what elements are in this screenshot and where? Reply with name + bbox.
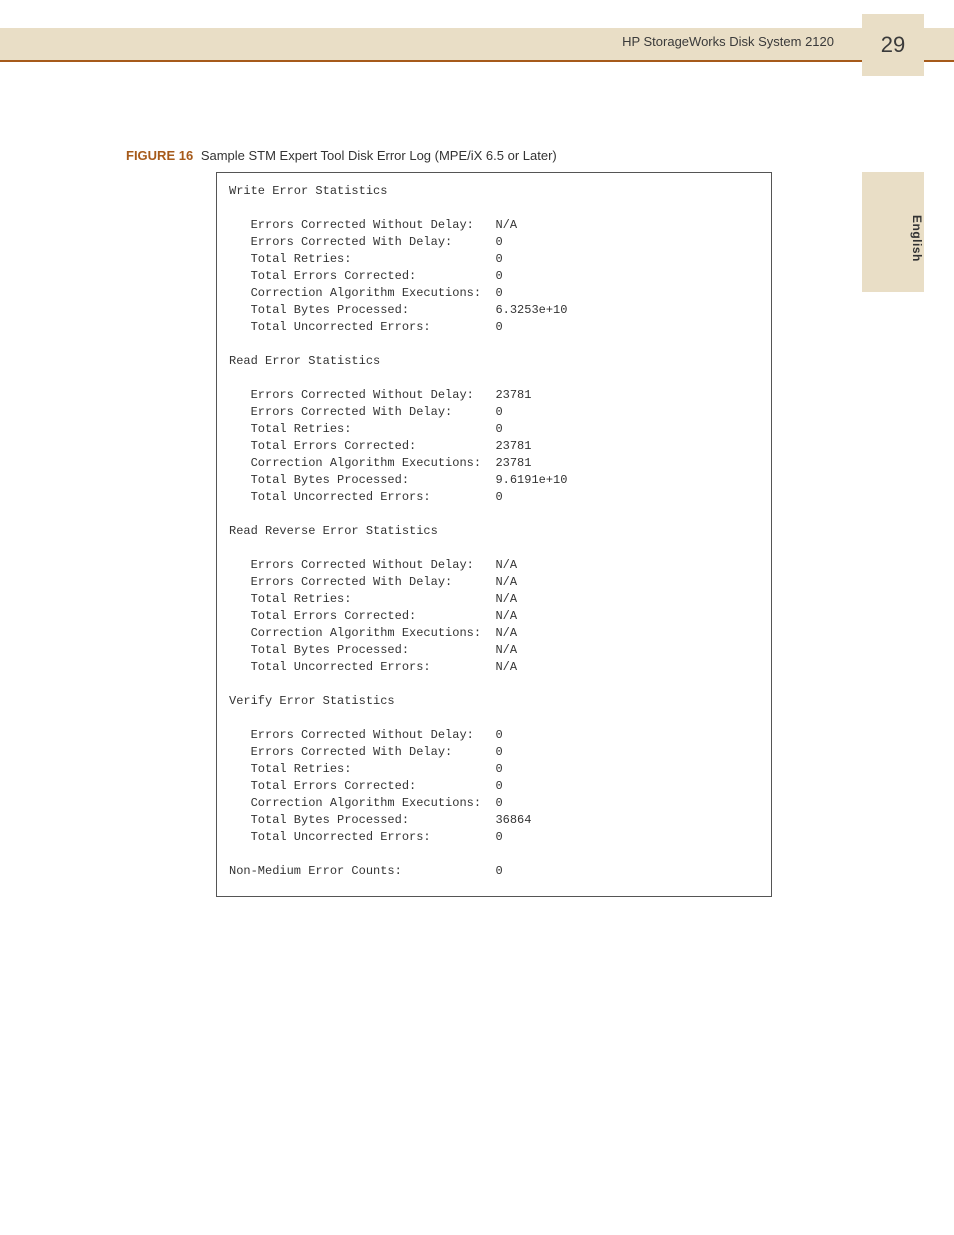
log-line: Errors Corrected With Delay: 0 [229,404,759,421]
log-line: Total Retries: 0 [229,761,759,778]
log-line: Correction Algorithm Executions: 0 [229,795,759,812]
language-tab: English [862,172,924,292]
log-line: Total Uncorrected Errors: 0 [229,489,759,506]
log-line [229,846,759,863]
log-line: Total Retries: 0 [229,251,759,268]
log-line: Total Bytes Processed: 6.3253e+10 [229,302,759,319]
log-line: Total Uncorrected Errors: N/A [229,659,759,676]
error-log-box: Write Error Statistics Errors Corrected … [216,172,772,897]
log-line: Total Uncorrected Errors: 0 [229,829,759,846]
log-line: Total Uncorrected Errors: 0 [229,319,759,336]
page-header-title: HP StorageWorks Disk System 2120 [622,34,834,49]
log-line: Total Retries: 0 [229,421,759,438]
log-line: Total Bytes Processed: 36864 [229,812,759,829]
log-line: Correction Algorithm Executions: N/A [229,625,759,642]
log-line: Errors Corrected With Delay: N/A [229,574,759,591]
log-line [229,540,759,557]
log-line: Errors Corrected With Delay: 0 [229,744,759,761]
log-line: Verify Error Statistics [229,693,759,710]
log-line [229,506,759,523]
log-line [229,676,759,693]
log-line [229,200,759,217]
log-line: Total Errors Corrected: 0 [229,268,759,285]
log-line: Non-Medium Error Counts: 0 [229,863,759,880]
log-line: Read Reverse Error Statistics [229,523,759,540]
log-line: Errors Corrected With Delay: 0 [229,234,759,251]
log-line: Total Retries: N/A [229,591,759,608]
log-line: Errors Corrected Without Delay: 0 [229,727,759,744]
log-line: Total Bytes Processed: N/A [229,642,759,659]
log-line: Errors Corrected Without Delay: 23781 [229,387,759,404]
log-line: Total Errors Corrected: 23781 [229,438,759,455]
page-number: 29 [862,14,924,76]
log-line: Total Errors Corrected: N/A [229,608,759,625]
log-line [229,370,759,387]
figure-caption: FIGURE 16 Sample STM Expert Tool Disk Er… [126,148,557,163]
log-line: Errors Corrected Without Delay: N/A [229,557,759,574]
log-line: Total Errors Corrected: 0 [229,778,759,795]
log-line [229,336,759,353]
log-line: Total Bytes Processed: 9.6191e+10 [229,472,759,489]
log-line: Read Error Statistics [229,353,759,370]
log-line: Write Error Statistics [229,183,759,200]
figure-label: FIGURE 16 [126,148,193,163]
log-line [229,710,759,727]
log-line: Correction Algorithm Executions: 0 [229,285,759,302]
figure-caption-text: Sample STM Expert Tool Disk Error Log (M… [201,148,557,163]
log-line: Errors Corrected Without Delay: N/A [229,217,759,234]
log-line: Correction Algorithm Executions: 23781 [229,455,759,472]
